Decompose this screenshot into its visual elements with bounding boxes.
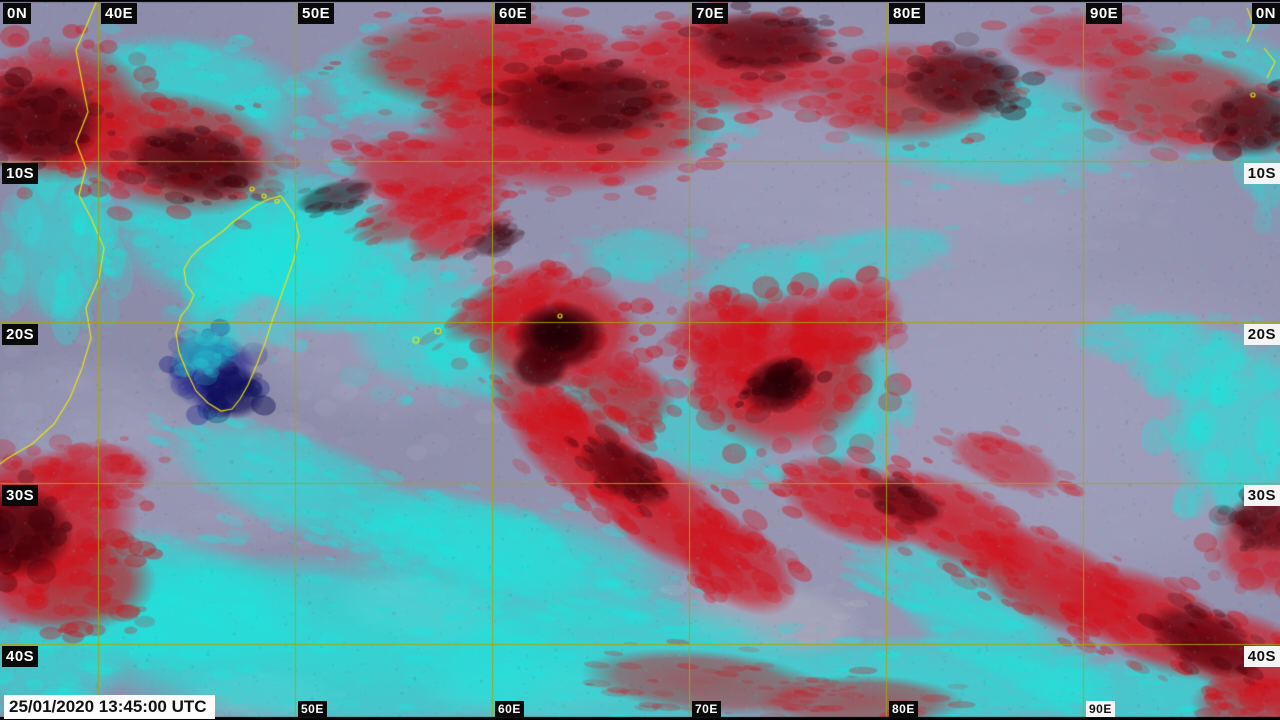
lat-label-right-30s: 30S <box>1243 485 1280 506</box>
lon-label-top-90e: 90E <box>1086 3 1123 24</box>
lon-label-top-40e: 40E <box>101 3 138 24</box>
lon-label-top-80e: 80E <box>889 3 926 24</box>
lon-label-bottom-60e: 60E <box>495 701 524 717</box>
lat-label-left-30s: 30S <box>2 485 39 506</box>
timestamp-label: 25/01/2020 13:45:00 UTC <box>4 695 215 719</box>
lat-label-right-10s: 10S <box>1243 163 1280 184</box>
lon-label-top-70e: 70E <box>692 3 729 24</box>
lat-label-right-40s: 40S <box>1243 646 1280 667</box>
lat-label-0n-top-left: 0N <box>3 3 32 24</box>
lat-label-left-40s: 40S <box>2 646 39 667</box>
lat-label-left-20s: 20S <box>2 324 39 345</box>
lon-label-bottom-70e: 70E <box>692 701 721 717</box>
lat-label-0n-top-right: 0N <box>1251 3 1280 24</box>
lon-label-bottom-90e: 90E <box>1086 701 1115 717</box>
lat-label-left-10s: 10S <box>2 163 39 184</box>
lon-label-top-50e: 50E <box>298 3 335 24</box>
lon-label-bottom-50e: 50E <box>298 701 327 717</box>
lon-label-bottom-80e: 80E <box>889 701 918 717</box>
lon-label-top-60e: 60E <box>495 3 532 24</box>
lat-label-right-20s: 20S <box>1243 324 1280 345</box>
